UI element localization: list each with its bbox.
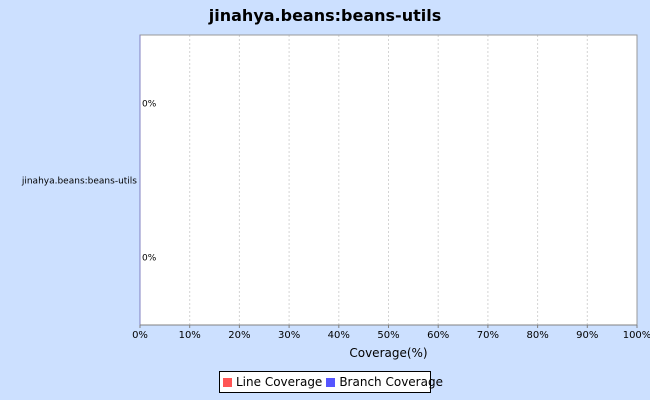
- x-tick-label: 80%: [526, 330, 548, 341]
- legend-label-branch-coverage: Branch Coverage: [339, 375, 443, 389]
- legend-swatch-line-coverage: [223, 377, 232, 387]
- x-tick-label: 0%: [132, 330, 148, 341]
- x-tick-label: 60%: [427, 330, 449, 341]
- legend: Line Coverage Branch Coverage: [219, 371, 443, 393]
- x-tick-label: 30%: [278, 330, 300, 341]
- legend-item-line-coverage: Line Coverage: [223, 375, 322, 389]
- x-tick-label: 70%: [477, 330, 499, 341]
- legend-swatch-branch-coverage: [326, 377, 336, 387]
- x-tick-label: 100%: [623, 330, 650, 341]
- x-tick-label: 10%: [179, 330, 201, 341]
- x-tick-label: 40%: [328, 330, 350, 341]
- x-tick-label: 90%: [576, 330, 598, 341]
- legend-item-branch-coverage: Branch Coverage: [326, 375, 443, 389]
- category-label: jinahya.beans:beans-utils: [21, 177, 137, 187]
- bar-value-label: 0%: [142, 253, 157, 263]
- x-axis-title: Coverage(%): [349, 346, 427, 360]
- x-tick-label: 50%: [377, 330, 399, 341]
- bar-value-label: 0%: [142, 100, 157, 110]
- chart-title: jinahya.beans:beans-utils: [208, 6, 442, 25]
- x-tick-label: 20%: [228, 330, 250, 341]
- legend-label-line-coverage: Line Coverage: [236, 375, 323, 389]
